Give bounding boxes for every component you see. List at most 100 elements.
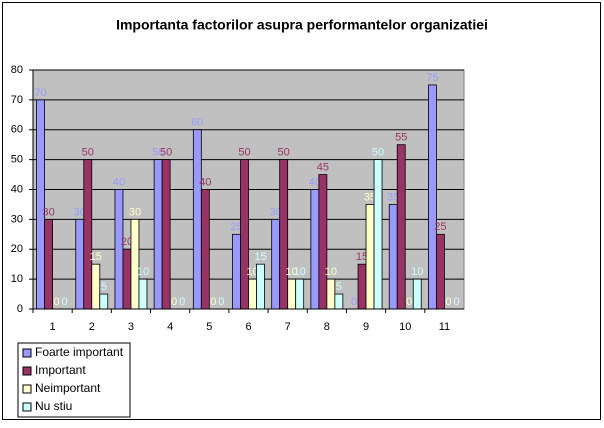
x-tick-label: 8 <box>324 321 330 333</box>
data-label: 5 <box>101 281 107 293</box>
x-tick-label: 5 <box>206 321 212 333</box>
data-label: 30 <box>270 206 282 218</box>
y-tick-label: 20 <box>11 243 23 255</box>
data-label: 0 <box>218 296 224 308</box>
x-tick-label: 9 <box>363 321 369 333</box>
data-label: 50 <box>160 147 172 159</box>
data-label: 5 <box>336 281 342 293</box>
y-tick-label: 40 <box>11 183 23 195</box>
data-label: 15 <box>356 251 368 263</box>
bar <box>130 218 140 310</box>
data-label: 50 <box>82 147 94 159</box>
legend-label: Nu stiu <box>35 399 72 413</box>
y-tick-label: 60 <box>11 124 23 136</box>
data-label: 10 <box>246 266 258 278</box>
bar <box>138 278 148 310</box>
data-label: 50 <box>372 147 384 159</box>
data-label: 10 <box>294 266 306 278</box>
data-label: 0 <box>351 296 357 308</box>
bar <box>287 278 297 310</box>
legend-swatch <box>22 348 32 358</box>
bar <box>334 293 344 310</box>
bar <box>91 263 101 310</box>
data-label: 0 <box>171 296 177 308</box>
legend-swatch <box>22 384 32 394</box>
bar <box>428 84 437 310</box>
data-label: 40 <box>199 176 211 188</box>
bar <box>114 189 124 310</box>
data-label: 30 <box>74 206 86 218</box>
bar <box>365 204 375 310</box>
bar <box>373 159 383 310</box>
y-tick-label: 0 <box>17 303 23 315</box>
y-tick-label: 50 <box>11 154 23 166</box>
data-label: 25 <box>230 221 242 233</box>
bar <box>161 159 171 310</box>
bar <box>232 233 241 310</box>
legend-swatch <box>22 402 32 412</box>
data-label: 35 <box>387 191 399 203</box>
bar <box>436 233 445 310</box>
legend-label: Foarte important <box>35 345 124 359</box>
legend-label: Important <box>35 363 86 377</box>
bar <box>396 144 406 310</box>
bar <box>271 218 281 310</box>
bar <box>240 159 249 310</box>
bar <box>122 248 132 310</box>
x-tick-label: 6 <box>245 321 251 333</box>
x-tick-label: 1 <box>50 321 56 333</box>
bar <box>75 218 85 310</box>
bar <box>248 278 257 310</box>
bar <box>256 263 265 310</box>
legend-box <box>17 342 131 418</box>
data-label: 10 <box>411 266 423 278</box>
data-label: 10 <box>286 266 298 278</box>
data-label: 45 <box>317 161 329 173</box>
data-label: 0 <box>445 296 451 308</box>
data-label: 10 <box>137 266 149 278</box>
data-label: 0 <box>54 296 60 308</box>
y-tick-label: 30 <box>11 213 23 225</box>
x-tick-label: 7 <box>285 321 291 333</box>
bar <box>295 278 305 310</box>
data-label: 40 <box>113 176 125 188</box>
x-tick-label: 10 <box>399 321 411 333</box>
y-tick-label: 80 <box>11 64 23 76</box>
x-tick-label: 4 <box>167 321 173 333</box>
data-label: 20 <box>121 236 133 248</box>
data-label: 0 <box>453 296 459 308</box>
x-tick-label: 3 <box>128 321 134 333</box>
bar <box>36 99 45 310</box>
bar <box>326 278 336 310</box>
data-label: 15 <box>90 251 102 263</box>
data-label: 0 <box>62 296 68 308</box>
bar <box>153 159 163 310</box>
data-label: 60 <box>191 117 203 129</box>
data-label: 25 <box>434 221 446 233</box>
data-label: 0 <box>210 296 216 308</box>
bar <box>192 129 202 310</box>
bar <box>388 204 398 310</box>
data-label: 55 <box>395 132 407 144</box>
bar <box>99 293 109 310</box>
chart-title: Importanta factorilor asupra performante… <box>116 17 488 33</box>
bar <box>412 278 422 310</box>
data-label: 70 <box>34 87 46 99</box>
data-label: 50 <box>152 147 164 159</box>
data-label: 50 <box>238 147 250 159</box>
legend-swatch <box>22 366 32 376</box>
data-label: 15 <box>254 251 266 263</box>
data-label: 10 <box>325 266 337 278</box>
x-tick-label: 11 <box>439 321 450 333</box>
bar <box>83 159 93 310</box>
bar <box>200 189 210 310</box>
bar <box>44 218 53 310</box>
data-label: 50 <box>278 147 290 159</box>
x-tick-label: 2 <box>89 321 95 333</box>
data-label: 40 <box>309 176 321 188</box>
bar <box>318 174 328 310</box>
bar <box>357 263 367 310</box>
data-label: 35 <box>364 191 376 203</box>
data-label: 75 <box>426 72 438 84</box>
